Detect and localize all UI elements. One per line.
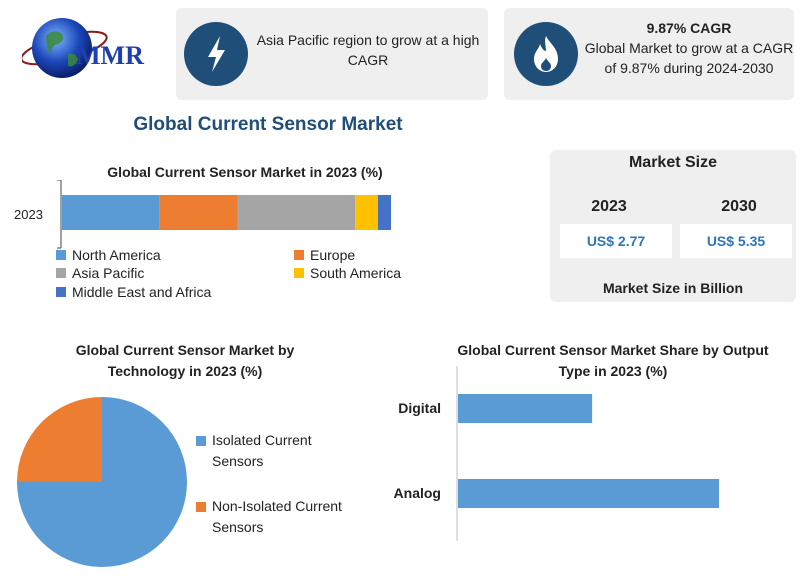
legend-label: South America	[310, 265, 402, 281]
card-title: 9.87% CAGR	[646, 20, 732, 36]
pie-slice	[17, 397, 102, 482]
stacked-bar-segment	[62, 195, 160, 230]
stacked-bar-chart: 2023	[14, 180, 391, 249]
info-card-asia: Asia Pacific region to grow at a high CA…	[176, 8, 488, 100]
market-size-card: Market Size 2023 2030 US$ 2.77 US$ 5.35 …	[550, 150, 796, 302]
legend-item: Asia Pacific	[56, 265, 144, 281]
page-title: Global Current Sensor Market	[133, 114, 403, 135]
legend-item: South America	[294, 265, 401, 281]
legend-swatch	[294, 268, 304, 278]
pie-chart-title: Global Current Sensor Market by Technolo…	[75, 342, 295, 379]
output-bar	[458, 394, 593, 423]
legend-swatch	[196, 502, 206, 512]
info-card-cagr: 9.87% CAGR Global Market to grow at a CA…	[504, 8, 794, 100]
legend-swatch	[56, 250, 66, 260]
market-year-2023: 2023	[591, 198, 627, 215]
category-label: Analog	[394, 485, 441, 501]
stacked-bar-segment	[237, 195, 356, 230]
market-size-title: Market Size	[628, 154, 718, 171]
logo-text: MMR	[76, 41, 144, 70]
card-text: Global Market to grow at a CAGR of 9.87%…	[584, 40, 794, 76]
hbar-chart-title: Global Current Sensor Market Share by Ou…	[457, 342, 769, 379]
globe-icon	[20, 18, 108, 78]
legend-swatch	[56, 287, 66, 297]
legend-swatch	[56, 268, 66, 278]
pie-legend-item: Isolated Current Sensors	[196, 430, 376, 472]
pie-legend: Isolated Current Sensors Non-Isolated Cur…	[196, 430, 376, 538]
mmr-logo: MMR	[20, 8, 172, 88]
flame-icon	[514, 22, 578, 86]
lightning-icon	[184, 22, 248, 86]
category-label: 2023	[14, 207, 43, 222]
legend-label: Isolated Current Sensors	[212, 432, 312, 469]
legend-swatch	[196, 436, 206, 446]
market-size-footer: Market Size in Billion	[602, 280, 744, 296]
card-text: Asia Pacific region to grow at a high CA…	[256, 32, 480, 68]
legend-label: Non-Isolated Current Sensors	[212, 498, 342, 535]
output-bar	[458, 479, 719, 508]
stacked-bar-segment	[377, 195, 391, 230]
market-value-2030: US$ 5.35	[680, 224, 792, 258]
stacked-bar-segment	[159, 195, 238, 230]
pie-legend-item: Non-Isolated Current Sensors	[196, 496, 376, 538]
legend-item: Middle East and Africa	[56, 284, 211, 300]
stacked-chart-title: Global Current Sensor Market in 2023 (%)	[107, 164, 383, 180]
legend-swatch	[294, 250, 304, 260]
legend-label: Middle East and Africa	[72, 284, 212, 300]
category-label: Digital	[398, 400, 441, 416]
legend-label: Asia Pacific	[72, 265, 145, 281]
stacked-bar-segment	[355, 195, 378, 230]
output-type-bar-chart: Digital Analog	[394, 366, 719, 541]
market-value-2023: US$ 2.77	[560, 224, 672, 258]
pie-chart	[17, 397, 187, 567]
market-year-2030: 2030	[721, 198, 757, 215]
